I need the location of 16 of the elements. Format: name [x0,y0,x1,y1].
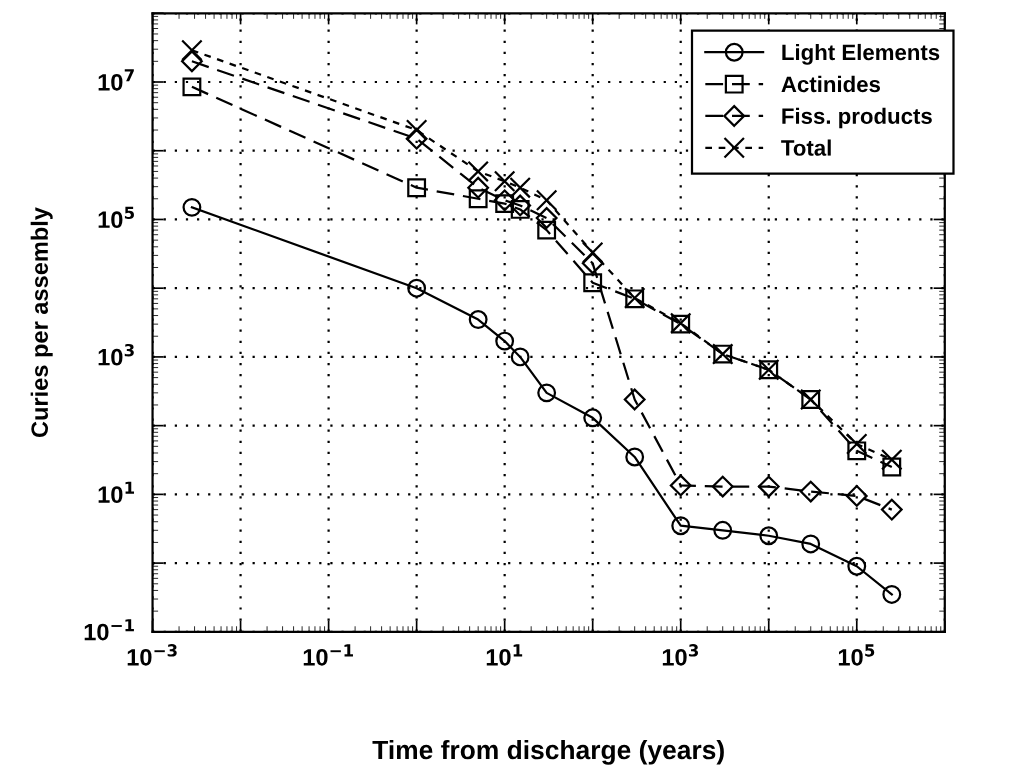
legend-label: Actinides [781,75,880,93]
y-tick-label: 10$^{7}$ [98,69,134,91]
x-tick-label: 10$^{−3}$ [127,644,177,666]
y-tick-label: 10$^{−1}$ [84,619,134,641]
legend-label: Light Elements [782,43,940,65]
x-tick-label: 10$^{3}$ [662,644,699,666]
y-tick-label: 10$^{1}$ [98,481,135,503]
x-tick-label: 10$^{1}$ [486,644,523,666]
y-axis-title: Curies per assembly [30,207,53,438]
x-tick-label: 10$^{−1}$ [303,644,353,666]
legend-label: Total [781,139,831,156]
y-tick-label: 10$^{3}$ [98,343,134,366]
x-axis-title: Time from discharge (years) [372,739,724,765]
x-tick-label: 10$^{5}$ [838,644,875,666]
y-tick-label: 10$^{5}$ [98,206,134,229]
legend-label: Fiss. products [782,107,932,129]
